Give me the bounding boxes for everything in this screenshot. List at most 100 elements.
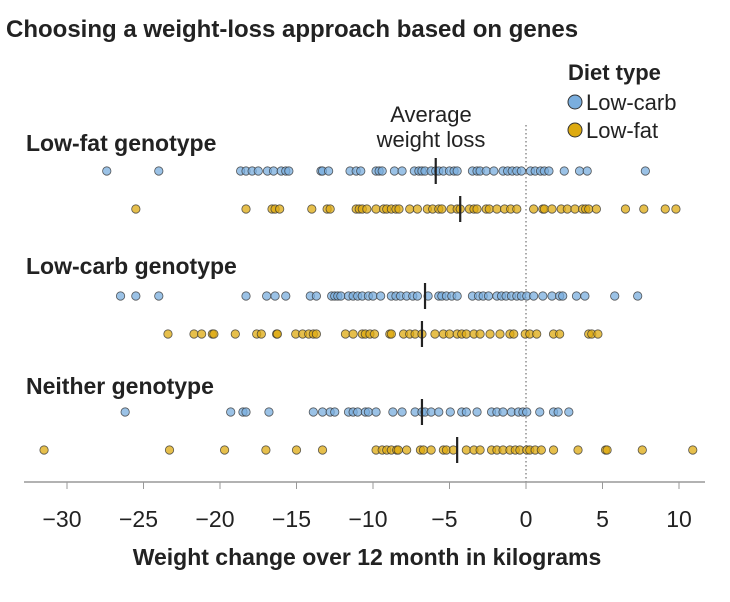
data-point-low-fat xyxy=(256,329,266,339)
data-point-low-carb xyxy=(516,166,527,176)
data-point-low-fat xyxy=(371,204,381,214)
data-point-low-carb xyxy=(356,166,366,176)
x-tick-label: −20 xyxy=(195,506,234,532)
data-point-low-fat xyxy=(529,204,539,214)
data-point-low-fat xyxy=(562,204,572,214)
data-point-low-carb xyxy=(498,407,508,417)
data-point-low-carb xyxy=(538,291,548,301)
data-point-low-fat xyxy=(405,204,415,214)
x-axis-ticks: −30 −25 −20 −15 −10 −5 0 5 10 xyxy=(42,482,692,532)
x-tick-label: 10 xyxy=(666,506,692,532)
data-point-low-carb xyxy=(397,407,407,417)
data-point-low-fat xyxy=(418,445,429,455)
data-point-low-carb xyxy=(434,407,444,417)
data-point-low-fat xyxy=(484,204,494,214)
x-tick-label: −5 xyxy=(431,506,457,532)
data-point-low-carb xyxy=(317,407,328,417)
data-point-low-fat xyxy=(444,329,455,339)
data-point-low-carb xyxy=(368,291,378,301)
data-point-low-fat xyxy=(402,445,412,455)
data-point-low-carb xyxy=(397,166,407,176)
data-point-low-fat xyxy=(509,329,519,339)
data-point-low-carb xyxy=(264,407,274,417)
data-point-low-fat xyxy=(602,445,612,455)
data-point-low-carb xyxy=(547,291,557,301)
x-tick-label: −30 xyxy=(42,506,81,532)
data-point-low-carb xyxy=(461,407,471,417)
legend-label-low-fat: Low-fat xyxy=(586,118,658,143)
data-point-low-fat xyxy=(426,445,436,455)
data-point-low-carb xyxy=(564,407,574,417)
data-point-low-fat xyxy=(219,445,230,455)
data-point-low-fat xyxy=(311,329,321,339)
data-point-low-carb xyxy=(241,407,251,417)
data-point-low-carb xyxy=(241,291,251,301)
data-point-low-carb xyxy=(154,291,164,301)
data-point-low-carb xyxy=(330,407,340,417)
data-point-low-carb xyxy=(452,291,462,301)
data-point-low-carb xyxy=(115,291,126,301)
chart-title: Choosing a weight-loss approach based on… xyxy=(6,16,578,43)
data-point-low-fat xyxy=(369,329,380,339)
x-tick-label: −15 xyxy=(272,506,311,532)
legend-label-low-carb: Low-carb xyxy=(586,90,676,115)
x-axis-label: Weight change over 12 month in kilograms xyxy=(133,544,602,570)
data-point-low-fat xyxy=(512,204,522,214)
data-point-low-carb xyxy=(268,166,279,176)
data-point-low-fat xyxy=(475,329,485,339)
legend-marker-low-fat xyxy=(567,122,583,138)
data-point-low-fat xyxy=(131,204,141,214)
group-label-low-carb-genotype: Low-carb genotype xyxy=(26,253,237,279)
x-tick-label: 0 xyxy=(520,506,533,532)
data-points xyxy=(39,166,698,455)
data-point-low-carb xyxy=(574,166,585,176)
data-point-low-fat xyxy=(197,329,207,339)
data-point-low-carb xyxy=(558,291,568,301)
data-point-low-fat xyxy=(348,329,358,339)
data-point-low-carb xyxy=(580,291,590,301)
data-point-low-fat xyxy=(593,329,603,339)
data-point-low-fat xyxy=(584,204,594,214)
data-point-low-fat xyxy=(475,445,485,455)
data-point-low-carb xyxy=(281,291,291,301)
data-point-low-fat xyxy=(671,204,681,214)
data-point-low-fat xyxy=(272,329,282,339)
data-point-low-carb xyxy=(376,291,386,301)
data-point-low-fat xyxy=(189,329,199,339)
data-point-low-fat xyxy=(539,204,549,214)
data-point-low-fat xyxy=(209,329,219,339)
data-point-low-fat xyxy=(461,445,471,455)
data-point-low-fat xyxy=(570,204,580,214)
data-point-low-carb xyxy=(388,407,398,417)
data-point-low-fat xyxy=(688,445,698,455)
data-point-low-fat xyxy=(555,329,565,339)
data-point-low-carb xyxy=(522,407,532,417)
data-point-low-carb xyxy=(412,291,422,301)
data-point-low-carb xyxy=(426,407,436,417)
data-point-low-carb xyxy=(633,291,643,301)
annotation-line1: Average xyxy=(390,102,472,127)
data-point-low-carb xyxy=(582,166,592,176)
data-point-low-fat xyxy=(660,204,670,214)
data-point-low-carb xyxy=(284,166,294,176)
data-point-low-carb xyxy=(253,166,263,176)
data-point-low-carb xyxy=(120,407,130,417)
data-point-low-fat xyxy=(639,204,649,214)
data-point-low-fat xyxy=(548,445,559,455)
data-point-low-fat xyxy=(307,204,317,214)
data-point-low-fat xyxy=(261,445,271,455)
data-point-low-carb xyxy=(270,291,280,301)
data-point-low-fat xyxy=(472,204,482,214)
data-point-low-carb xyxy=(377,166,387,176)
data-point-low-fat xyxy=(591,204,601,214)
data-point-low-carb xyxy=(371,407,381,417)
data-point-low-fat xyxy=(492,204,502,214)
data-point-low-fat xyxy=(394,204,404,214)
data-point-low-fat xyxy=(430,329,440,339)
data-point-low-carb xyxy=(571,291,582,301)
data-point-low-carb xyxy=(226,407,236,417)
data-point-low-fat xyxy=(412,204,422,214)
data-point-low-fat xyxy=(495,329,505,339)
data-point-low-carb xyxy=(154,166,164,176)
